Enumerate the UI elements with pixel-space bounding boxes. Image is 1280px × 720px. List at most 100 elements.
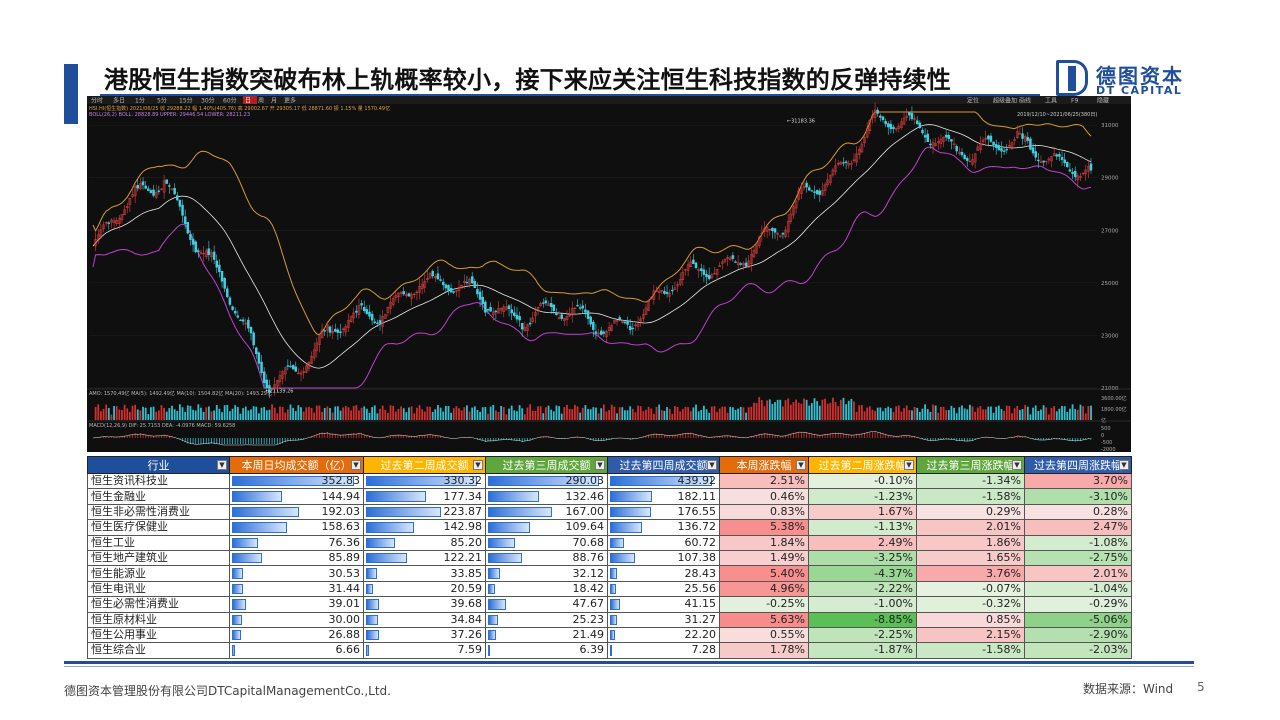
change-pct-cell: -5.06%: [1024, 611, 1132, 628]
header-6[interactable]: 过去第二周涨跌幅 ▼: [808, 456, 917, 474]
table-row[interactable]: 恒生公用事业 26.88 37.26 21.49 22.20 0.55% -2.25% 2.1…: [87, 626, 1132, 644]
table-row[interactable]: 恒生非必需性消费业 192.03 223.87 167.00 176.55 0.83% 1.…: [87, 503, 1132, 521]
candle-body: [170, 188, 174, 190]
candle-body: [502, 306, 506, 312]
amo-bar: [1047, 414, 1050, 420]
candle-body: [1037, 159, 1040, 162]
candle-body: [589, 316, 592, 325]
turnover-value: 47.67: [572, 597, 605, 611]
header-5[interactable]: 本周涨跌幅 ▼: [719, 456, 809, 474]
amo-bar: [871, 409, 874, 420]
candle-body: [307, 362, 311, 369]
change-pct-cell: -4.37%: [808, 565, 917, 582]
sector-name: 恒生资讯科技业: [87, 472, 230, 490]
candle-body: [552, 304, 556, 311]
filter-dropdown-icon[interactable]: ▼: [1012, 460, 1022, 470]
amo-tick-2: 亿: [1101, 417, 1106, 424]
candle-body: [1063, 159, 1066, 164]
amo-bar: [510, 405, 513, 420]
candle-body: [742, 263, 745, 266]
data-bar: [232, 599, 246, 610]
candle-body: [215, 260, 219, 268]
data-bar: [232, 506, 299, 518]
candle-body: [252, 332, 255, 346]
hsi-kline-svg[interactable]: 分时 多日 1分 5分 15分 30分 60分 日周月更多 定位 超级叠加 画线 工具 F9 隐藏 HSI.…: [87, 96, 1131, 452]
amo-bar: [487, 413, 489, 420]
amo-bar: [616, 413, 618, 420]
header-8[interactable]: 过去第四周涨跌幅 ▼: [1024, 456, 1132, 474]
amo-bar: [882, 411, 884, 420]
table-row[interactable]: 恒生综合业 6.66 7.59 6.39 7.28 1.78% -1.87% -1.58% -2…: [87, 642, 1132, 659]
data-bar: [366, 491, 426, 502]
table-row[interactable]: 恒生金融业 144.94 177.34 132.46 182.11 0.46% -1.23%…: [87, 488, 1132, 505]
change-pct-cell: -1.04%: [1024, 580, 1132, 598]
turnover-value: 439.92: [677, 474, 717, 488]
filter-dropdown-icon[interactable]: ▼: [707, 460, 717, 470]
candle-body: [381, 316, 384, 327]
amo-bar: [360, 407, 363, 420]
table-row[interactable]: 恒生地产建筑业 85.89 122.21 88.76 107.38 1.49% -3.25%…: [87, 549, 1132, 567]
table-row[interactable]: 恒生资讯科技业 352.83 330.32 290.03 439.92 2.51% -0.1…: [87, 472, 1132, 490]
header-7[interactable]: 过去第三周涨跌幅 ▼: [916, 456, 1025, 474]
candle-body: [149, 190, 153, 194]
candle-body: [621, 320, 624, 323]
amo-bar: [755, 402, 758, 420]
header-4[interactable]: 过去第四周成交额 ▼: [607, 456, 720, 474]
amo-bar: [434, 409, 437, 420]
table-row[interactable]: 恒生原材料业 30.00 34.84 25.23 31.27 5.63% -8.85% 0.8…: [87, 611, 1132, 628]
amo-bar: [308, 406, 310, 420]
candle-body: [318, 334, 321, 345]
table-row[interactable]: 恒生工业 76.36 85.20 70.68 60.72 1.84% 2.49% 1.86% -…: [87, 534, 1132, 551]
table-row[interactable]: 恒生必需性消费业 39.01 39.68 47.67 41.15 -0.25% -1.00%…: [87, 596, 1132, 613]
data-bar: [366, 552, 408, 564]
candle-body: [426, 277, 429, 281]
amo-bar: [128, 411, 131, 420]
candle-body: [1066, 162, 1069, 168]
data-bar: [232, 614, 243, 625]
amo-bar: [908, 410, 911, 420]
candle-body: [357, 305, 361, 315]
amo-bar: [602, 404, 605, 420]
amo-bar: [1003, 410, 1006, 420]
hsi-kline-chart[interactable]: 分时 多日 1分 5分 15分 30分 60分 日周月更多 定位 超级叠加 画线 工具 F9 隐藏 HSI.…: [87, 96, 1131, 452]
amo-bar: [584, 405, 587, 420]
header-3[interactable]: 过去第三周成交额 ▼: [485, 456, 608, 474]
header-1[interactable]: 本周日均成交额（亿） ▼: [229, 456, 364, 474]
table-row[interactable]: 恒生能源业 30.53 33.85 32.12 28.43 5.40% -4.37% 3.76…: [87, 565, 1132, 582]
amo-bar: [700, 409, 703, 420]
candle-body: [965, 157, 969, 161]
change-pct-cell: 0.46%: [719, 488, 809, 505]
amo-bar: [1058, 408, 1061, 420]
candle-body: [423, 280, 427, 288]
filter-dropdown-icon[interactable]: ▼: [595, 460, 605, 470]
change-pct-cell: -0.25%: [719, 596, 809, 613]
amo-bar: [945, 410, 948, 420]
amo-bar: [753, 402, 755, 420]
amo-bar: [1016, 405, 1019, 420]
change-pct-cell: 0.85%: [916, 611, 1025, 628]
header-2[interactable]: 过去第二周成交额 ▼: [363, 456, 486, 474]
turnover-value: 85.20: [450, 535, 483, 549]
candle-body: [265, 379, 269, 389]
table-row[interactable]: 恒生电讯业 31.44 20.59 18.42 25.56 4.96% -2.22% -0.0…: [87, 580, 1132, 598]
amo-bar: [221, 412, 223, 420]
amo-bar: [97, 404, 100, 420]
candle-body: [694, 262, 698, 268]
filter-dropdown-icon[interactable]: ▼: [217, 460, 227, 470]
candle-body: [692, 259, 695, 265]
candle-body: [281, 371, 284, 379]
amo-bar: [426, 406, 429, 420]
header-0[interactable]: 行业 ▼: [87, 456, 230, 474]
filter-dropdown-icon[interactable]: ▼: [473, 460, 483, 470]
data-bar: [232, 491, 283, 502]
candle-body: [576, 304, 579, 307]
change-pct-cell: 2.47%: [1024, 519, 1132, 536]
filter-dropdown-icon[interactable]: ▼: [796, 460, 806, 470]
filter-dropdown-icon[interactable]: ▼: [904, 460, 914, 470]
turnover-value: 6.39: [579, 643, 605, 657]
amo-bar: [508, 408, 510, 420]
filter-dropdown-icon[interactable]: ▼: [351, 460, 361, 470]
table-row[interactable]: 恒生医疗保健业 158.63 142.98 109.64 136.72 5.38% -1.1…: [87, 519, 1132, 536]
turnover-value: 122.21: [443, 551, 483, 565]
filter-dropdown-icon[interactable]: ▼: [1119, 460, 1129, 470]
